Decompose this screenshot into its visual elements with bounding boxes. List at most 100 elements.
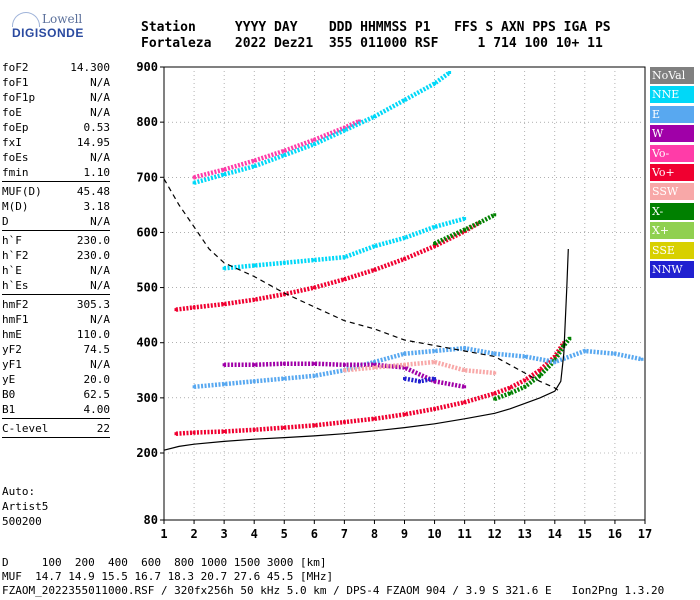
echo-trace xyxy=(193,70,451,185)
y-tick-label: 300 xyxy=(136,391,158,405)
logo-line1: Lowell xyxy=(42,12,83,26)
echo-point xyxy=(312,374,316,378)
echo-point xyxy=(583,349,587,353)
param-value: N/A xyxy=(90,91,110,104)
echo-point xyxy=(252,428,256,432)
param-row: B1 4.00 xyxy=(2,402,110,417)
legend-item: Vo- xyxy=(650,144,694,162)
echo-point xyxy=(553,360,557,364)
echo-point xyxy=(282,377,286,381)
echo-point xyxy=(192,181,196,185)
echo-point xyxy=(222,430,226,433)
echo-point xyxy=(252,298,256,302)
echo-point xyxy=(433,225,437,229)
param-row: foF1p N/A xyxy=(2,90,110,105)
echo-trace xyxy=(193,118,361,180)
legend-item: SSE xyxy=(650,241,694,259)
param-label: hmE xyxy=(2,328,22,341)
param-label: B1 xyxy=(2,403,16,416)
y-tick-label: 800 xyxy=(136,115,158,129)
param-row: foEs N/A xyxy=(2,150,110,165)
param-label: B0 xyxy=(2,388,16,401)
echo-point xyxy=(282,426,286,430)
param-label: foF1p xyxy=(2,91,36,104)
param-label: h`Es xyxy=(2,279,29,292)
echo-point xyxy=(174,308,178,312)
echo-point xyxy=(282,362,286,366)
auto-artist: Artist5 xyxy=(2,500,49,513)
echo-trace xyxy=(175,220,481,312)
param-label: yF1 xyxy=(2,358,22,371)
param-value: 0.53 xyxy=(83,121,111,134)
echo-point xyxy=(342,368,346,372)
x-tick-label: 5 xyxy=(281,527,288,541)
echo-trace xyxy=(344,359,495,376)
echo-point xyxy=(403,257,406,261)
auto-code: 500200 xyxy=(2,515,42,528)
echo-point xyxy=(372,417,376,421)
param-label: foF2 xyxy=(2,61,29,74)
param-label: hmF1 xyxy=(2,313,29,326)
x-tick-label: 4 xyxy=(251,527,258,541)
param-label: hmF2 xyxy=(2,298,29,311)
echo-traces xyxy=(174,70,644,436)
param-label: M(D) xyxy=(2,200,29,213)
param-value: 20.0 xyxy=(83,373,111,386)
param-value: 305.3 xyxy=(76,298,110,311)
echo-point xyxy=(342,126,346,130)
echo-point xyxy=(523,378,527,382)
echo-point xyxy=(252,164,256,168)
param-row: fxI 14.95 xyxy=(2,135,110,150)
param-row: hmF2 305.3 xyxy=(2,297,110,312)
echo-point xyxy=(640,357,644,361)
echo-point xyxy=(613,352,617,356)
param-row: h`E N/A xyxy=(2,263,110,278)
param-row: yF1 N/A xyxy=(2,357,110,372)
echo-point xyxy=(433,377,437,381)
echo-point xyxy=(222,363,226,367)
echo-point xyxy=(508,386,512,390)
param-row: yF2 74.5 xyxy=(2,342,110,357)
echo-trace xyxy=(193,345,643,390)
echo-point xyxy=(222,266,226,270)
grid xyxy=(164,67,645,520)
param-row: foF2 14.300 xyxy=(2,60,110,75)
legend-item: NNE xyxy=(650,86,694,104)
echo-point xyxy=(418,379,421,383)
param-value: 3.18 xyxy=(83,200,111,213)
y-tick-label: 400 xyxy=(136,336,158,350)
echo-point xyxy=(312,142,316,146)
echo-point xyxy=(252,159,256,163)
echo-point xyxy=(372,360,376,364)
echo-point xyxy=(342,277,346,281)
param-label: yF2 xyxy=(2,343,22,356)
param-value: 110.0 xyxy=(76,328,110,341)
echo-point xyxy=(493,213,497,217)
param-row: hmF1 N/A xyxy=(2,312,110,327)
x-tick-label: 15 xyxy=(578,527,592,541)
footer-file-info: FZAOM_2022355011000.RSF / 320fx256h 50 k… xyxy=(2,584,665,597)
parameter-panel: foF2 14.300 foF1 N/A foF1p N/A foE N/A foEp 0.53 f… xyxy=(2,60,110,440)
param-separator xyxy=(2,181,110,182)
echo-point xyxy=(523,385,527,389)
param-label: yE xyxy=(2,373,16,386)
y-tick-label: 500 xyxy=(136,281,158,295)
echo-point xyxy=(312,258,316,262)
echo-point xyxy=(312,362,316,366)
echo-point xyxy=(372,268,376,272)
echo-point xyxy=(493,391,497,395)
legend-item: NNW xyxy=(650,260,694,278)
profile-solid xyxy=(163,248,569,451)
x-tick-label: 7 xyxy=(341,527,348,541)
param-row: C-level 22 xyxy=(2,421,110,436)
echo-point xyxy=(568,336,572,340)
param-value: 45.48 xyxy=(76,185,110,198)
echo-point xyxy=(312,423,316,427)
echo-point xyxy=(222,173,226,176)
y-tick-label: 80 xyxy=(144,513,158,527)
echo-point xyxy=(174,432,178,436)
echo-point xyxy=(282,149,286,153)
y-axis-ticks: 80 200 300 400 500 600 700 800 900 xyxy=(136,60,164,527)
param-label: foF1 xyxy=(2,76,29,89)
legend-item: E xyxy=(650,105,694,123)
